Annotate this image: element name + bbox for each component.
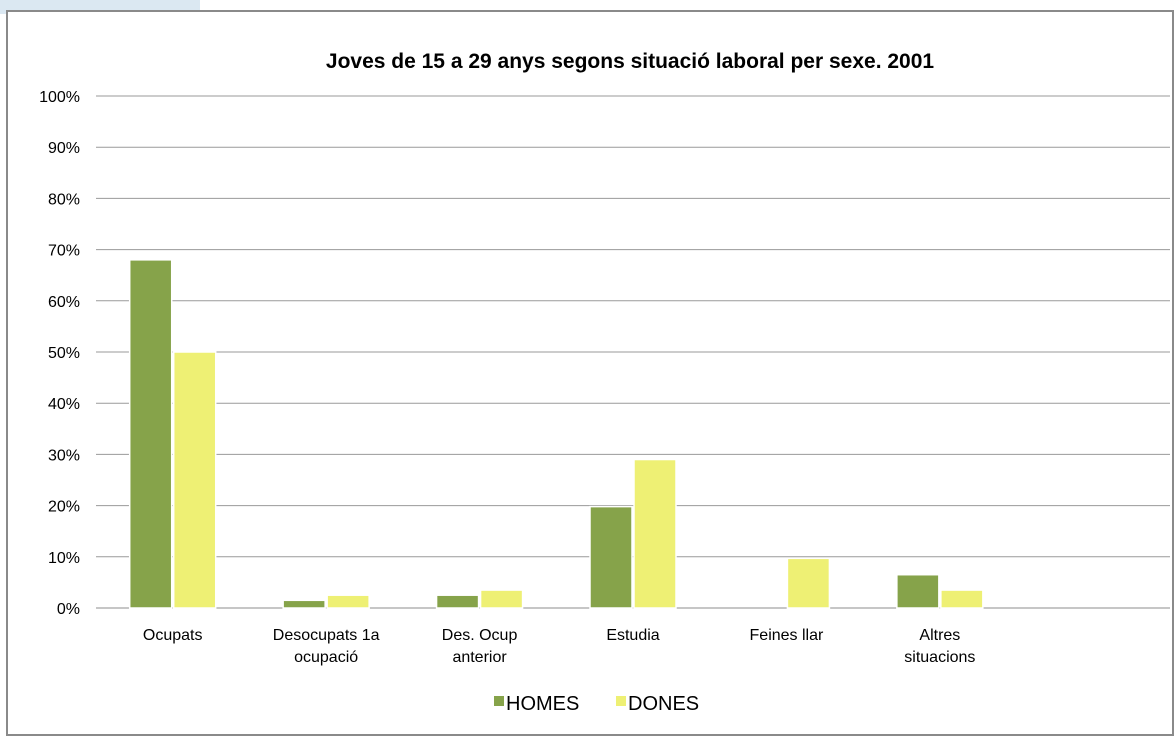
x-category-label: Altres situacions bbox=[904, 627, 975, 666]
bar-homes bbox=[128, 259, 173, 609]
bar-dones bbox=[786, 557, 831, 609]
chart-title: Joves de 15 a 29 anys segons situació la… bbox=[326, 50, 934, 73]
y-tick-label: 80% bbox=[48, 191, 80, 208]
y-tick-label: 0% bbox=[57, 601, 80, 618]
bar-homes bbox=[896, 573, 940, 609]
y-axis-ticks: 0% 10% 20% 30% 40% 50% 60% 70% 80% 90% 100% bbox=[39, 89, 80, 618]
y-tick-label: 20% bbox=[48, 499, 80, 516]
y-tick-label: 10% bbox=[48, 550, 80, 567]
x-category-label: Estudia bbox=[606, 627, 659, 644]
y-tick-label: 50% bbox=[48, 345, 80, 362]
legend-swatch-homes bbox=[494, 696, 504, 706]
bars bbox=[128, 259, 984, 609]
x-axis-labels: Ocupats Desocupats 1a ocupació Des. Ocup ant… bbox=[143, 627, 976, 666]
x-category-label: Desocupats 1a ocupació bbox=[273, 627, 380, 666]
bar-homes bbox=[589, 505, 633, 609]
bar-dones bbox=[940, 589, 984, 609]
y-tick-label: 40% bbox=[48, 396, 80, 413]
y-tick-label: 70% bbox=[48, 243, 80, 260]
bar-chart: Joves de 15 a 29 anys segons situació la… bbox=[39, 50, 1170, 715]
y-tick-label: 60% bbox=[48, 294, 80, 311]
y-tick-label: 30% bbox=[48, 447, 80, 464]
bar-dones bbox=[479, 589, 524, 609]
legend: HOMES DONES bbox=[494, 693, 699, 715]
x-category-label: Feines llar bbox=[750, 627, 824, 644]
legend-label-homes: HOMES bbox=[506, 693, 579, 715]
x-category-label: Des. Ocup anterior bbox=[442, 627, 518, 666]
bar-homes bbox=[282, 599, 326, 609]
bar-dones bbox=[172, 351, 217, 609]
x-category-label: Ocupats bbox=[143, 627, 203, 644]
bar-dones bbox=[326, 594, 370, 609]
bar-dones bbox=[633, 458, 677, 609]
chart-frame: Joves de 15 a 29 anys segons situació la… bbox=[6, 10, 1174, 736]
legend-label-dones: DONES bbox=[628, 693, 699, 715]
bar-homes bbox=[435, 594, 480, 609]
gridlines bbox=[96, 95, 1170, 609]
y-tick-label: 100% bbox=[39, 89, 80, 106]
y-tick-label: 90% bbox=[48, 140, 80, 157]
legend-swatch-dones bbox=[616, 696, 626, 706]
